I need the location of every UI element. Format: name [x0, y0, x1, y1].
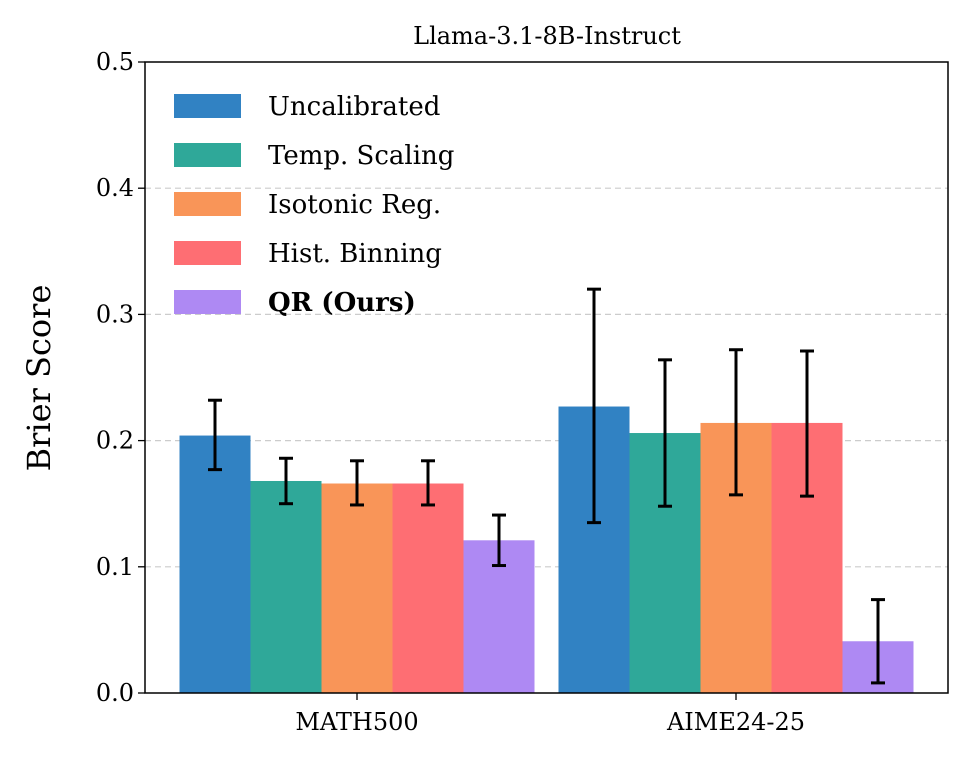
plot-frame — [144, 61, 949, 694]
legend-item: QR (Ours) — [174, 288, 416, 318]
x-ticks: MATH500 AIME24-25 — [295, 693, 805, 736]
x-tick-label: MATH500 — [295, 708, 418, 736]
y-tick-label: 0.4 — [96, 174, 134, 202]
y-tick-label: 0.5 — [96, 48, 134, 76]
y-ticks: 0.0 0.1 0.2 0.3 0.4 0.5 — [96, 48, 145, 707]
y-tick-label: 0.1 — [96, 553, 134, 581]
bar — [250, 480, 322, 693]
legend-label: Uncalibrated — [268, 92, 440, 122]
error-bars — [208, 287, 885, 685]
y-tick-label: 0.2 — [96, 427, 134, 455]
y-tick-label: 0.0 — [96, 679, 134, 707]
legend-swatch — [174, 192, 241, 216]
legend-item: Temp. Scaling — [174, 141, 454, 171]
legend-label: Hist. Binning — [268, 239, 442, 269]
legend-item: Hist. Binning — [174, 239, 442, 269]
bar — [392, 483, 464, 693]
legend-swatch — [174, 143, 241, 167]
legend-item: Isotonic Reg. — [174, 190, 441, 220]
y-tick-label: 0.3 — [96, 300, 134, 328]
bars — [179, 406, 914, 693]
legend-label: Temp. Scaling — [268, 141, 454, 171]
legend-label: QR (Ours) — [268, 288, 416, 318]
bar — [321, 483, 393, 693]
legend-swatch — [174, 241, 241, 265]
legend-item: Uncalibrated — [174, 92, 440, 122]
legend-swatch — [174, 290, 241, 314]
chart-title: Llama-3.1-8B-Instruct — [413, 22, 681, 50]
y-axis-label: Brier Score — [20, 285, 58, 472]
legend-swatch — [174, 94, 241, 118]
legend: Uncalibrated Temp. Scaling Isotonic Reg. Hi… — [174, 92, 454, 318]
legend-label: Isotonic Reg. — [268, 190, 441, 220]
x-tick-label: AIME24-25 — [666, 708, 805, 736]
bar — [179, 435, 251, 693]
